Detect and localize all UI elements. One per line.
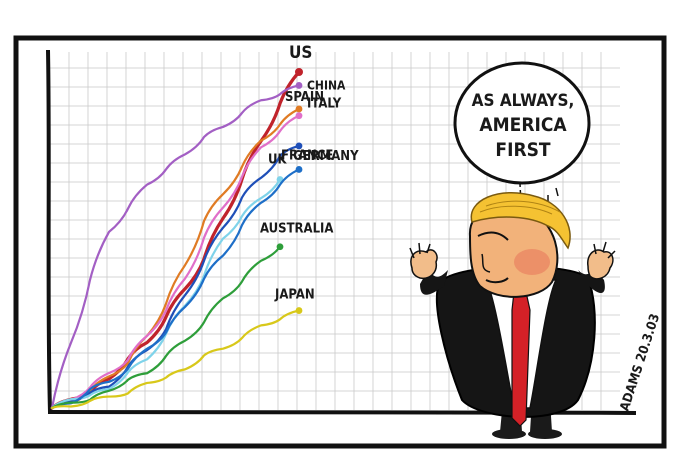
series-label-italy: ITALY: [307, 97, 342, 112]
series-line-china: [50, 84, 301, 410]
series-label-spain: SPAIN: [285, 90, 324, 105]
speech-bubble-line-3: FIRST: [495, 139, 551, 161]
series-line-france: [50, 168, 301, 410]
speech-bubble-line-1: AS ALWAYS,: [472, 91, 575, 111]
series-label-china: CHINA: [307, 78, 346, 92]
series-line-germany: [50, 144, 301, 410]
series-endpoint-japan: [295, 307, 303, 314]
series-label-australia: AUSTRALIA: [260, 222, 333, 237]
caricature-figure: [409, 192, 616, 439]
series-endpoint-australia: [276, 243, 284, 251]
series-label-japan: JAPAN: [274, 288, 315, 303]
hair: [470, 192, 571, 250]
series-line-italy: [50, 114, 301, 410]
series-endpoint-germany: [295, 142, 303, 150]
speech-bubble-line-2: AMERICA: [479, 114, 567, 136]
series-endpoint-us: [295, 68, 303, 76]
series-endpoint-italy: [295, 112, 303, 120]
series-endpoint-spain: [295, 105, 303, 113]
left-hand: [410, 249, 438, 280]
series-endpoint-france: [295, 166, 303, 173]
series-line-japan: [50, 309, 301, 410]
series-label-us: US: [289, 43, 312, 63]
series-label-france: FRANCE: [281, 148, 333, 163]
series-endpoint-china: [295, 82, 303, 89]
series-label-germany: GERMANY: [293, 149, 359, 164]
series-label-uk: UK: [268, 153, 287, 168]
speech-bubble: AS ALWAYS, AMERICA FIRST: [453, 61, 591, 205]
right-hand: [587, 249, 614, 280]
